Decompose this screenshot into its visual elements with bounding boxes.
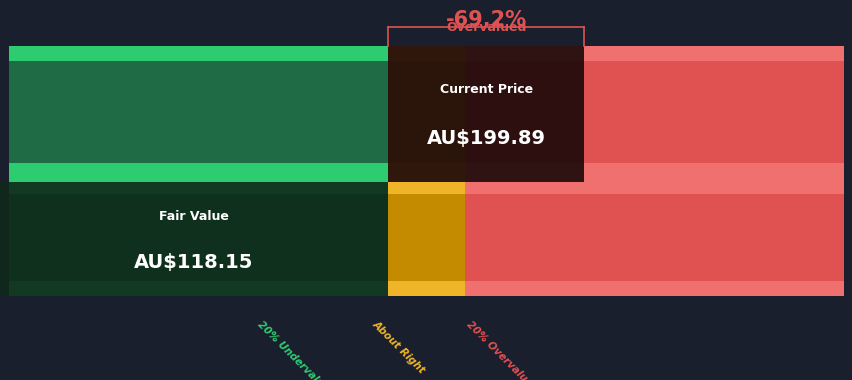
- Bar: [464, 46, 843, 179]
- Bar: [9, 281, 388, 296]
- Bar: [388, 46, 464, 179]
- Bar: [464, 179, 843, 193]
- Bar: [9, 179, 388, 296]
- Text: About Right: About Right: [371, 319, 427, 375]
- Bar: [464, 281, 843, 296]
- Bar: [388, 163, 464, 179]
- Bar: [9, 46, 388, 179]
- Text: AU$118.15: AU$118.15: [135, 253, 253, 272]
- Bar: [388, 46, 584, 182]
- Bar: [388, 179, 464, 296]
- Text: -69.2%: -69.2%: [446, 10, 526, 30]
- Text: AU$199.89: AU$199.89: [426, 129, 545, 148]
- Text: Fair Value: Fair Value: [159, 210, 228, 223]
- Bar: [464, 179, 843, 296]
- Text: Overvalued: Overvalued: [446, 21, 526, 34]
- Bar: [9, 179, 388, 193]
- Text: 20% Undervalued: 20% Undervalued: [256, 319, 335, 380]
- Bar: [388, 179, 464, 193]
- Bar: [9, 163, 388, 179]
- Bar: [0, 182, 388, 296]
- Text: Current Price: Current Price: [439, 83, 532, 96]
- Bar: [464, 163, 843, 179]
- Bar: [464, 46, 843, 61]
- Text: 20% Overvalued: 20% Overvalued: [464, 319, 538, 380]
- Bar: [9, 46, 388, 61]
- Bar: [388, 46, 464, 61]
- Bar: [388, 281, 464, 296]
